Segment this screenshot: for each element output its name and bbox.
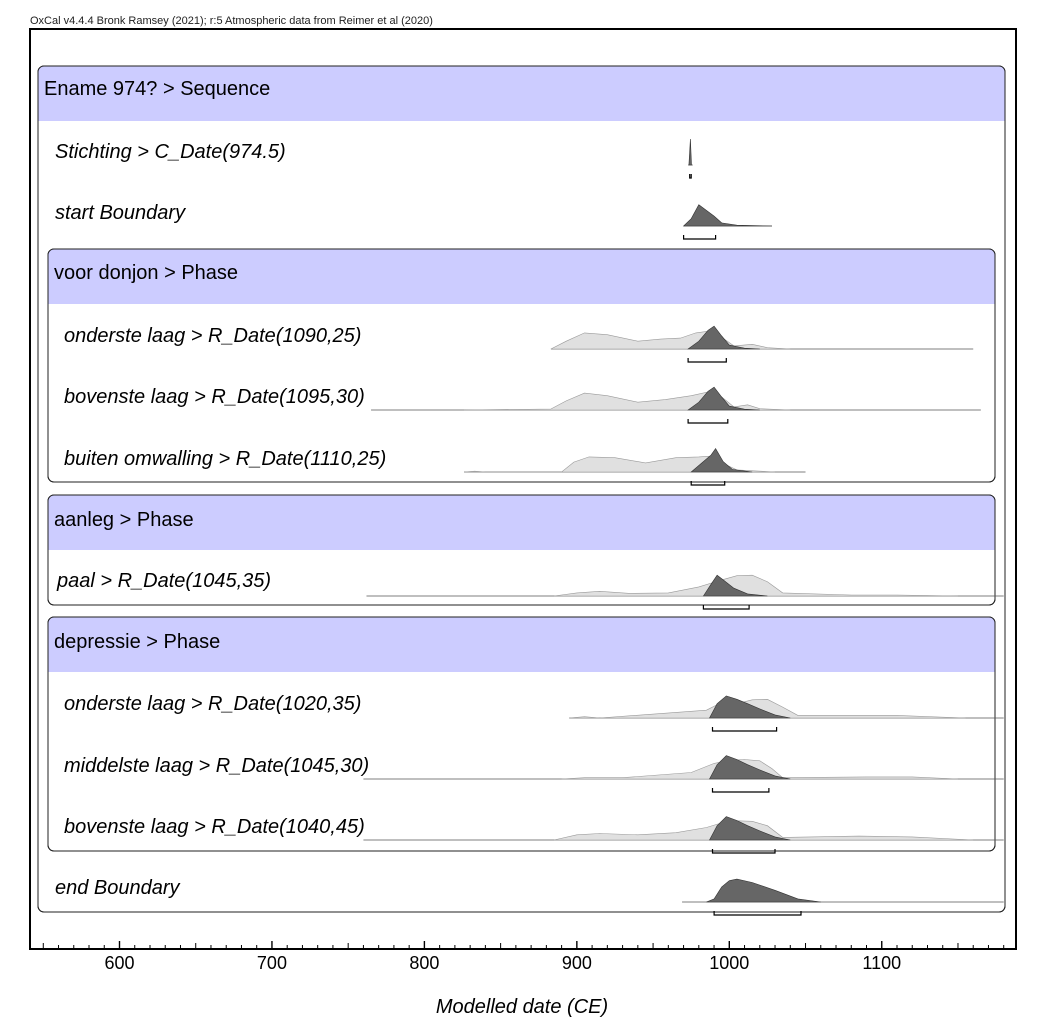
range-bracket bbox=[711, 788, 770, 793]
row-label: end Boundary bbox=[55, 877, 181, 899]
group-header-band bbox=[48, 495, 995, 550]
tick-label: 900 bbox=[562, 953, 592, 973]
tick-label: 700 bbox=[257, 953, 287, 973]
posterior-distribution bbox=[709, 816, 791, 841]
group-outline bbox=[37, 65, 1006, 913]
x-axis: 600 700 800 900 1000 1100 bbox=[42, 941, 1005, 973]
posterior-distribution bbox=[690, 448, 753, 473]
row-8: bovenste laag > R_Date(1040,45) bbox=[64, 816, 1004, 854]
group-header-label: voor donjon > Phase bbox=[54, 262, 238, 284]
group-header-band bbox=[48, 617, 995, 672]
row-7: middelste laag > R_Date(1045,30) bbox=[64, 755, 1004, 793]
row-label: onderste laag > R_Date(1090,25) bbox=[64, 325, 361, 347]
range-bracket bbox=[687, 358, 727, 363]
tick-label: 1000 bbox=[709, 953, 749, 973]
group-header-band bbox=[38, 66, 1005, 121]
plot-frame bbox=[29, 28, 1017, 950]
row-label: Stichting > C_Date(974.5) bbox=[55, 141, 286, 163]
row-label: middelste laag > R_Date(1045,30) bbox=[64, 755, 369, 777]
row-label: onderste laag > R_Date(1020,35) bbox=[64, 693, 361, 715]
row-label: paal > R_Date(1045,35) bbox=[56, 570, 271, 592]
row-4: buiten omwalling > R_Date(1110,25) bbox=[64, 448, 806, 486]
posterior-distribution bbox=[709, 695, 791, 719]
group-boxes: Ename 974? > Sequence voor donjon > Phase… bbox=[37, 65, 1006, 913]
posterior-distribution bbox=[709, 755, 791, 780]
tick-label: 600 bbox=[104, 953, 134, 973]
group-header-label: depressie > Phase bbox=[54, 631, 220, 653]
group-header-label: aanleg > Phase bbox=[54, 509, 194, 531]
prior-distribution bbox=[569, 698, 966, 719]
posterior-distribution bbox=[687, 386, 760, 411]
posterior-distribution bbox=[687, 325, 760, 350]
row-6: onderste laag > R_Date(1020,35) bbox=[64, 693, 1004, 732]
group-header-band bbox=[48, 249, 995, 304]
range-bracket bbox=[711, 849, 776, 854]
row-2: onderste laag > R_Date(1090,25) bbox=[64, 325, 974, 363]
range-bracket bbox=[690, 481, 726, 486]
range-bracket bbox=[702, 605, 750, 610]
prior-distribution bbox=[553, 820, 974, 841]
row-1: start Boundary bbox=[55, 202, 773, 240]
tick-label: 1100 bbox=[862, 953, 901, 973]
range-bracket bbox=[689, 174, 692, 179]
group-outline bbox=[47, 248, 996, 483]
row-9: end Boundary bbox=[55, 877, 1004, 916]
row-0: Stichting > C_Date(974.5) bbox=[55, 138, 693, 179]
group-g1: voor donjon > Phase bbox=[47, 248, 996, 483]
posterior-distribution bbox=[706, 878, 821, 903]
range-bracket bbox=[713, 911, 802, 916]
group-outline bbox=[47, 494, 996, 606]
range-bracket bbox=[687, 419, 729, 424]
row-label: bovenste laag > R_Date(1095,30) bbox=[64, 386, 365, 408]
row-3: bovenste laag > R_Date(1095,30) bbox=[64, 386, 981, 424]
posterior-distribution bbox=[702, 574, 768, 597]
distribution-rows: Stichting > C_Date(974.5)start Boundary o… bbox=[55, 138, 1004, 916]
prior-distribution bbox=[561, 759, 959, 780]
row-5: paal > R_Date(1045,35) bbox=[56, 570, 1004, 610]
tick-label: 800 bbox=[409, 953, 439, 973]
group-header-label: Ename 974? > Sequence bbox=[44, 78, 270, 100]
range-bracket bbox=[711, 727, 778, 732]
prior-distribution bbox=[553, 574, 959, 597]
row-label: buiten omwalling > R_Date(1110,25) bbox=[64, 448, 386, 470]
x-axis-label: Modelled date (CE) bbox=[436, 996, 608, 1018]
range-bracket bbox=[683, 235, 717, 240]
posterior-distribution bbox=[682, 204, 773, 227]
row-label: start Boundary bbox=[55, 202, 186, 224]
row-label: bovenste laag > R_Date(1040,45) bbox=[64, 816, 365, 838]
chart-credit: OxCal v4.4.4 Bronk Ramsey (2021); r:5 At… bbox=[30, 15, 433, 27]
prior-distribution bbox=[550, 330, 791, 350]
posterior-distribution bbox=[688, 138, 692, 166]
group-outline bbox=[47, 616, 996, 852]
